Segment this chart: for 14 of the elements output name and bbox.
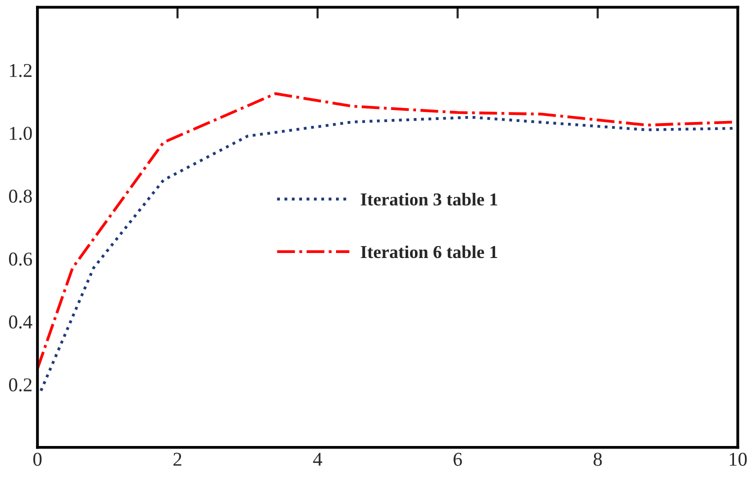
x-tick-label: 8 bbox=[594, 452, 602, 466]
y-tick-label: 1.2 bbox=[10, 64, 32, 78]
x-tick-label: 2 bbox=[174, 452, 182, 466]
y-tick-label: 0.6 bbox=[9, 252, 32, 266]
y-tick-label: 0.4 bbox=[9, 315, 32, 329]
legend-label: Iteration 6 table 1 bbox=[360, 245, 498, 258]
legend-label: Iteration 3 table 1 bbox=[360, 192, 498, 206]
x-tick-label: 0 bbox=[33, 452, 42, 466]
x-tick-label: 6 bbox=[454, 452, 462, 466]
y-tick-label: 0.8 bbox=[9, 190, 32, 203]
y-tick-label: 1.0 bbox=[10, 126, 32, 140]
x-tick-label: 4 bbox=[313, 452, 322, 466]
x-tick-label: 10 bbox=[730, 452, 747, 466]
y-tick-label: 0.2 bbox=[9, 378, 32, 392]
